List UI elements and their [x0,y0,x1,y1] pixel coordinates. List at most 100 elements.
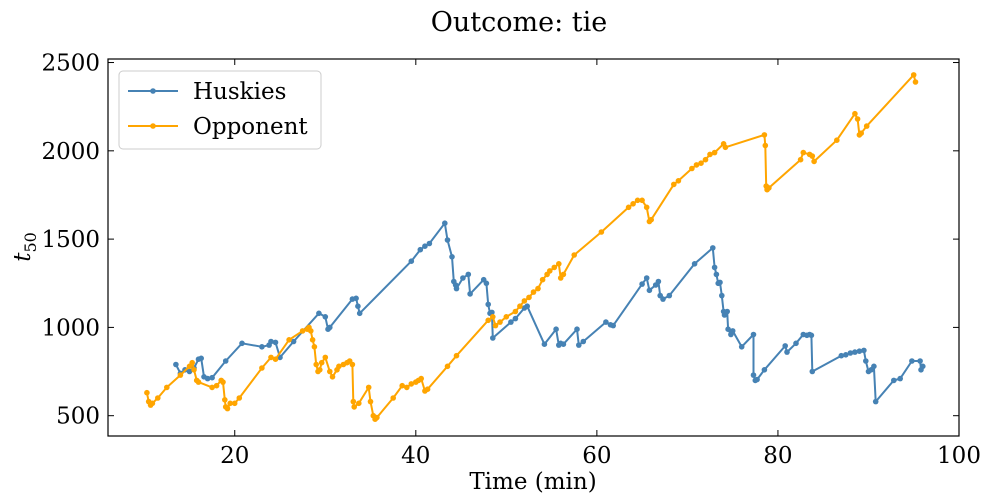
y-axis-label-main: t [10,252,36,262]
data-point-opponent [648,216,654,223]
data-point-huskies [460,275,466,281]
data-point-huskies [574,326,580,333]
data-point-opponent [547,268,553,274]
data-point-opponent [526,294,532,301]
data-point-huskies [186,368,193,375]
y-axis: t50 500 1000 1500 2000 2500 [10,51,959,430]
data-point-opponent [351,404,358,410]
data-point-huskies [871,363,877,370]
data-point-opponent [625,204,632,211]
data-point-opponent [517,303,523,310]
data-point-huskies [356,310,363,317]
data-point-huskies [856,348,863,355]
y-tick-label: 2500 [41,51,100,77]
data-point-huskies [465,271,472,278]
data-point-huskies [209,374,215,381]
data-point-opponent [322,354,329,361]
data-point-opponent [492,322,499,329]
data-point-opponent [643,204,650,211]
data-point-opponent [809,153,816,159]
data-point-huskies [268,338,274,345]
data-point-opponent [551,264,558,271]
data-point-opponent [539,276,546,283]
data-point-opponent [318,359,325,366]
data-point-opponent [272,356,279,363]
data-point-opponent [521,298,528,304]
data-point-huskies [861,347,867,354]
x-axis-label: Time (min) [469,469,596,495]
data-point-huskies [417,246,424,253]
data-point-huskies [719,292,725,299]
x-tick-label: 40 [401,443,430,469]
legend-marker-huskies [150,88,156,94]
data-point-opponent [698,160,704,166]
data-point-huskies [353,295,359,302]
data-point-opponent [189,359,195,366]
data-point-opponent [149,400,156,407]
data-point-huskies [711,264,718,271]
data-point-opponent [854,116,861,122]
data-point-huskies [639,281,645,287]
data-point-opponent [834,137,840,143]
data-point-opponent [195,379,202,385]
data-point-huskies [724,308,730,315]
x-axis: Time (min) 20 40 60 80 100 [220,59,981,495]
data-point-opponent [213,382,220,389]
data-point-opponent [503,314,510,320]
data-point-huskies [872,398,879,405]
data-point-opponent [155,395,161,401]
data-point-opponent [811,158,817,165]
data-point-huskies [754,376,760,383]
data-point-opponent [317,367,323,373]
data-point-huskies [442,220,448,226]
data-point-opponent [231,400,238,407]
data-point-opponent [761,132,768,138]
data-point-opponent [556,261,562,267]
data-point-opponent [571,252,577,258]
data-point-opponent [634,197,641,204]
data-point-huskies [580,338,587,345]
data-point-huskies [467,291,473,297]
data-point-huskies [691,261,698,267]
data-point-huskies [717,279,723,286]
data-point-opponent [164,384,170,391]
data-point-huskies [847,350,854,356]
data-point-opponent [497,319,503,325]
data-point-opponent [227,400,233,407]
data-point-opponent [374,414,380,421]
plot-area [144,72,926,423]
data-point-huskies [750,331,757,338]
data-point-huskies [239,340,245,347]
data-point-opponent [268,354,274,361]
series-opponent [144,72,919,423]
data-point-opponent [259,365,265,371]
data-point-huskies [444,237,451,243]
data-point-huskies [490,335,496,341]
data-point-opponent [299,328,306,334]
data-point-huskies [808,332,815,339]
data-point-huskies [204,375,211,382]
data-point-opponent [329,374,336,380]
legend-label-opponent: Opponent [193,114,308,140]
data-point-huskies [483,280,490,287]
data-point-huskies [784,349,790,355]
data-point-opponent [349,361,356,368]
data-point-opponent [286,337,292,343]
data-point-huskies [666,292,673,299]
data-point-opponent [144,389,150,396]
data-point-opponent [858,130,864,136]
data-point-huskies [541,341,548,348]
data-point-huskies [408,258,415,265]
y-tick-label: 1000 [41,315,100,341]
data-point-huskies [920,363,926,370]
data-point-opponent [560,271,567,278]
data-point-huskies [449,253,455,260]
data-point-huskies [290,338,297,345]
series-line-huskies [175,222,924,403]
data-point-opponent [766,185,772,191]
data-point-huskies [355,303,361,310]
plot-frame [107,58,960,437]
data-point-huskies [917,358,923,364]
data-point-huskies [897,375,903,382]
data-point-opponent [762,142,769,149]
